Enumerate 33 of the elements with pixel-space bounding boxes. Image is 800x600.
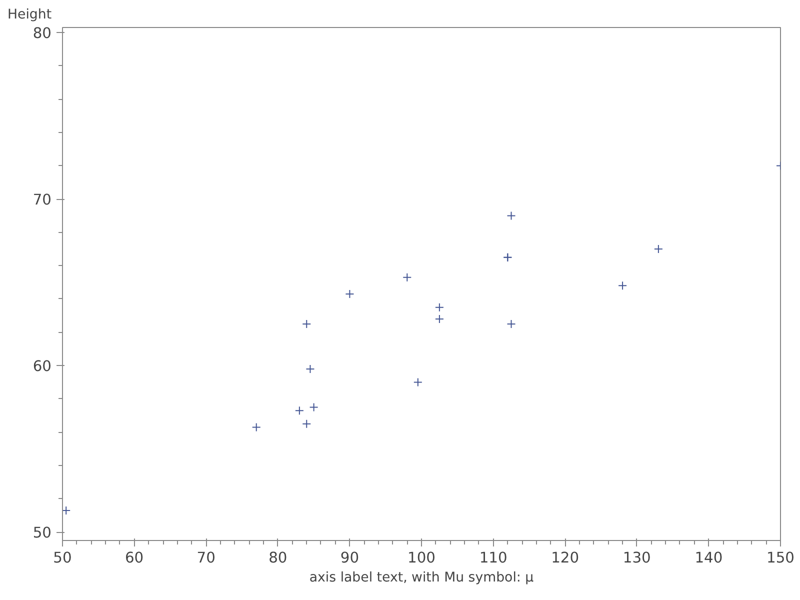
x-tick-label: 80 <box>268 550 288 566</box>
x-tick-label: 70 <box>196 550 216 566</box>
x-tick-label: 130 <box>622 550 651 566</box>
point <box>434 314 444 324</box>
point <box>309 402 318 412</box>
y-axis-title: Height <box>8 8 52 22</box>
point <box>294 406 304 416</box>
point <box>345 289 354 298</box>
x-tick-label: 90 <box>340 550 360 566</box>
x-tick-label: 120 <box>551 550 580 566</box>
x-tick-label: 140 <box>694 550 723 566</box>
point <box>62 506 71 516</box>
point <box>302 319 312 328</box>
y-tick-label: 70 <box>32 192 52 209</box>
point <box>654 244 663 254</box>
point <box>506 211 516 220</box>
point <box>434 302 444 312</box>
x-axis-title: axis label text, with Mu symbol: µ <box>309 570 534 586</box>
x-tick-label: 60 <box>124 550 144 566</box>
x-tick-label: 110 <box>479 550 508 566</box>
y-tick-label: 50 <box>32 524 52 542</box>
point <box>618 281 628 290</box>
point <box>413 378 422 387</box>
point <box>252 422 261 432</box>
x-tick-label: 50 <box>53 550 72 566</box>
x-tick-label: 150 <box>766 550 794 566</box>
y-tick-label: 60 <box>32 358 52 376</box>
x-tick-label: 100 <box>408 550 436 566</box>
point <box>302 419 312 428</box>
point <box>506 319 516 328</box>
point <box>402 272 412 282</box>
y-tick-label: 80 <box>32 24 52 42</box>
point <box>306 364 315 374</box>
